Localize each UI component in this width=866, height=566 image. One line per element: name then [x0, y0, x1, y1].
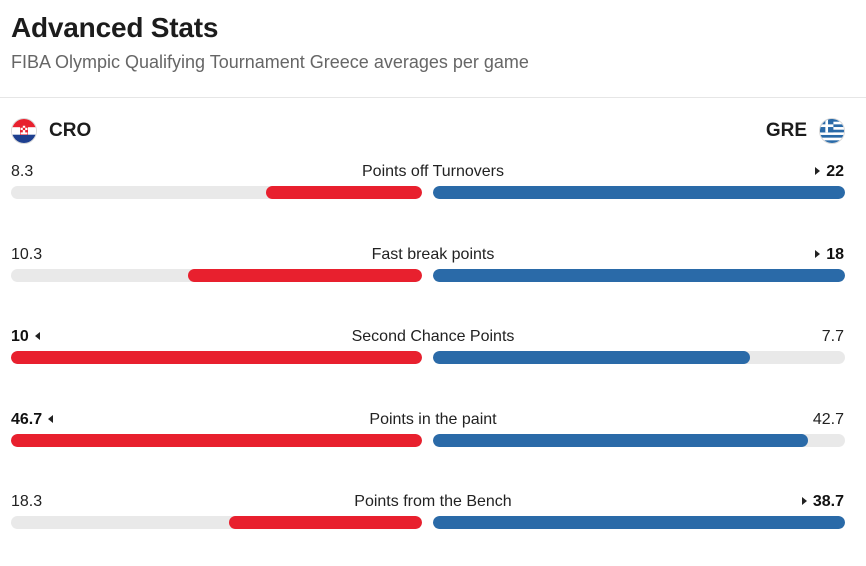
page-title: Advanced Stats [11, 12, 219, 43]
stat-row-4: 46.7 Points in the paint 42.7 [0, 410, 866, 470]
right-value: 7.7 [821, 328, 844, 345]
right-bar-track [433, 186, 845, 199]
team-right: GRE [766, 118, 845, 144]
right-bar-fill [433, 186, 845, 199]
left-bar-fill [228, 516, 422, 529]
right-bar-track [433, 351, 845, 364]
stat-label: Points from the Bench [354, 493, 512, 510]
right-bar-fill [433, 434, 808, 447]
right-value: 38.7 [801, 492, 844, 512]
leader-arrow-icon [815, 249, 821, 258]
left-bar-fill [11, 351, 422, 364]
left-value: 46.7 [11, 410, 54, 430]
right-bar-track [433, 516, 845, 529]
left-bar-track [11, 516, 422, 529]
stat-row-3: 10 Second Chance Points 7.7 [0, 327, 866, 387]
stat-label: Second Chance Points [351, 328, 515, 345]
leader-arrow-icon [34, 331, 40, 340]
stat-label: Points off Turnovers [362, 163, 504, 180]
left-value: 18.3 [11, 493, 43, 510]
right-value: 18 [815, 245, 844, 265]
team-right-code: GRE [765, 120, 807, 141]
croatia-flag-icon [11, 118, 37, 144]
team-left-code: CRO [49, 120, 92, 141]
stat-label: Fast break points [371, 246, 495, 263]
stat-row-1: 8.3 Points off Turnovers 22 [0, 162, 866, 222]
header-divider [0, 97, 866, 98]
left-bar-fill [11, 434, 422, 447]
right-bar-fill [433, 269, 845, 282]
left-bar-fill [265, 186, 422, 199]
team-left: CRO [11, 118, 91, 144]
stat-row-5: 18.3 Points from the Bench 38.7 [0, 492, 866, 552]
leader-arrow-icon [815, 166, 821, 175]
right-bar-fill [433, 351, 751, 364]
right-bar-track [433, 434, 845, 447]
stat-row-2: 10.3 Fast break points 18 [0, 245, 866, 305]
page-subtitle: FIBA Olympic Qualifying Tournament Greec… [11, 52, 529, 72]
right-value: 22 [815, 162, 844, 182]
left-value: 10.3 [11, 246, 43, 263]
left-value: 8.3 [11, 163, 34, 180]
left-bar-fill [187, 269, 422, 282]
greece-flag-icon [819, 118, 845, 144]
leader-arrow-icon [48, 414, 54, 423]
left-bar-track [11, 186, 422, 199]
left-bar-track [11, 269, 422, 282]
leader-arrow-icon [801, 496, 807, 505]
left-bar-track [11, 351, 422, 364]
left-value: 10 [11, 327, 40, 347]
right-value: 42.7 [812, 411, 844, 428]
right-bar-track [433, 269, 845, 282]
left-bar-track [11, 434, 422, 447]
right-bar-fill [433, 516, 845, 529]
stat-label: Points in the paint [369, 411, 497, 428]
